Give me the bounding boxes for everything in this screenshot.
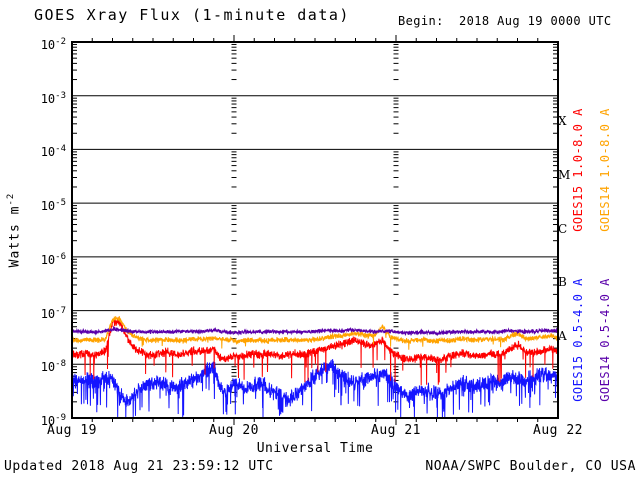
chart-canvas <box>71 35 559 425</box>
y-axis-tick-label: 10-6 <box>40 251 66 267</box>
y-axis-tick-label: 10-9 <box>40 413 66 428</box>
updated-timestamp: Updated 2018 Aug 21 23:59:12 UTC <box>4 459 274 474</box>
flare-class-c-label: C <box>558 222 568 236</box>
y-axis-title: Watts m-2 <box>6 192 23 268</box>
y-axis-tick-label: 10-4 <box>40 144 66 160</box>
x-axis-tick-aug20: Aug 20 <box>209 423 259 438</box>
x-axis-tick-aug21: Aug 21 <box>371 423 421 438</box>
trace-goes14-1-0-8-0-a <box>71 316 559 350</box>
legend-goes14-long: GOES14 1.0-8.0 A <box>598 108 612 232</box>
y-axis-tick-label: 10-2 <box>40 37 66 52</box>
legend-goes14-short: GOES14 0.5-4.0 A <box>598 278 612 402</box>
legend-goes15-short: GOES15 0.5-4.0 A <box>571 278 585 402</box>
x-axis-tick-aug22: Aug 22 <box>533 423 583 438</box>
flare-class-x-label: X <box>558 114 567 128</box>
trace-goes14-0-5-4-0-a <box>71 325 559 337</box>
flare-class-a-label: A <box>558 329 567 343</box>
chart-title: GOES Xray Flux (1-minute data) <box>34 6 350 24</box>
flare-class-m-label: M <box>558 168 571 182</box>
begin-timestamp: Begin: 2018 Aug 19 0000 UTC <box>398 14 612 28</box>
trace-goes15-1-0-8-0-a <box>71 317 559 386</box>
trace-goes15-0-5-4-0-a <box>71 359 559 418</box>
y-axis-tick-label: 10-8 <box>40 359 66 375</box>
y-axis-tick-label: 10-7 <box>40 305 66 321</box>
y-axis-tick-label: 10-3 <box>40 90 66 106</box>
plot-frame <box>71 41 559 419</box>
x-axis-title: Universal Time <box>256 441 374 456</box>
source-credit: NOAA/SWPC Boulder, CO USA <box>425 459 636 474</box>
legend-goes15-long: GOES15 1.0-8.0 A <box>571 108 585 232</box>
flare-class-b-label: B <box>558 275 567 289</box>
y-axis-tick-label: 10-5 <box>40 198 66 214</box>
plot-area <box>64 34 566 426</box>
x-axis-tick-aug19: Aug 19 <box>47 423 97 438</box>
